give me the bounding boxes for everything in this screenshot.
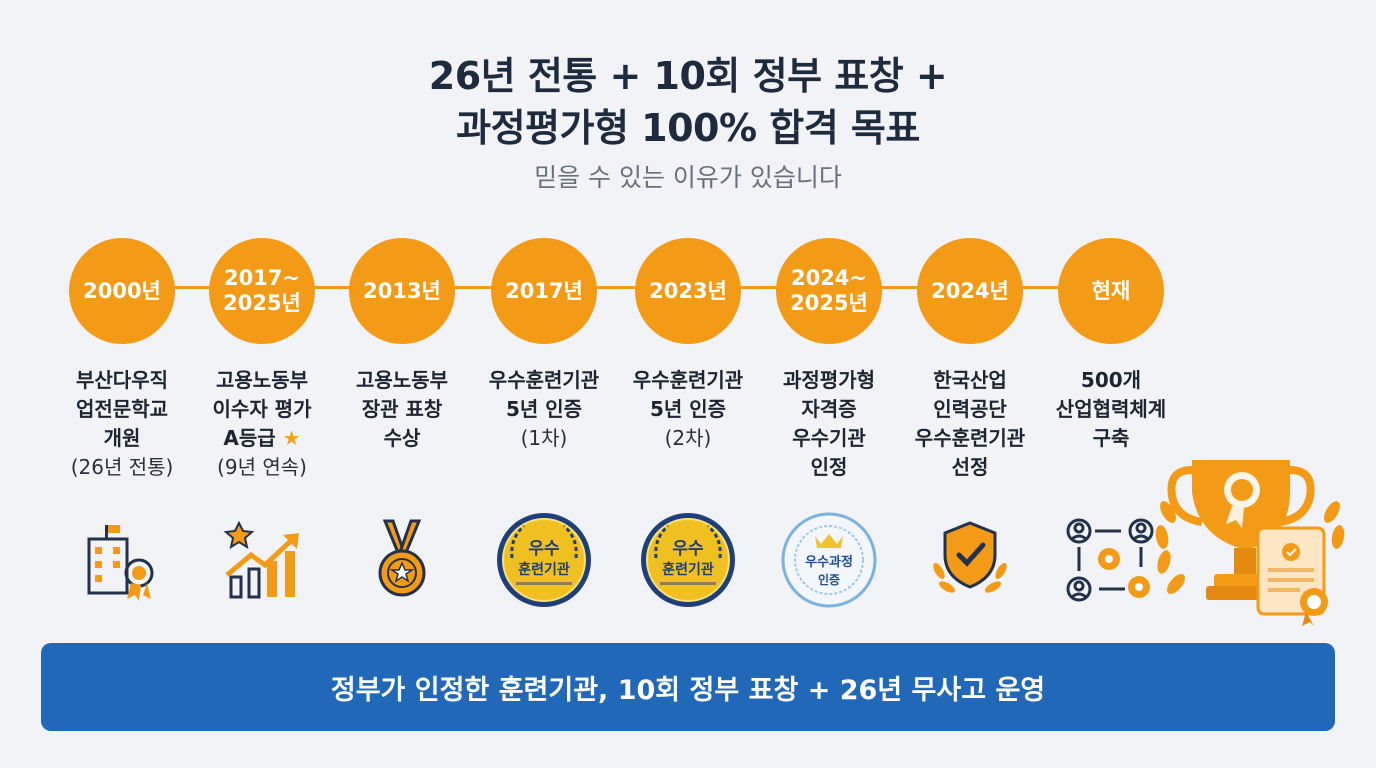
timeline-label-line: 우수훈련기관 bbox=[914, 426, 1026, 450]
timeline-grade-line: A등급 ★ bbox=[187, 424, 337, 453]
svg-text:훈련기관: 훈련기관 bbox=[662, 561, 714, 578]
timeline-label-line: 부산다우직 bbox=[76, 368, 168, 392]
star-icon: ★ bbox=[275, 426, 301, 450]
svg-text:우수: 우수 bbox=[528, 539, 560, 559]
timeline-label-line: 장관 표창 bbox=[361, 397, 443, 421]
timeline-year-badge: 2000년 bbox=[69, 238, 175, 344]
timeline-label-line: 산업협력체계 bbox=[1055, 397, 1167, 421]
timeline-label-line: 선정 bbox=[951, 455, 989, 479]
timeline-connector bbox=[120, 286, 1110, 289]
timeline-label-line: 과정평가형 bbox=[783, 368, 875, 392]
timeline-label-line: 고용노동부 bbox=[356, 368, 448, 392]
timeline-label-line: 5년 인증 bbox=[649, 397, 727, 421]
timeline-label-line: 인정 bbox=[810, 455, 848, 479]
timeline-label-line: 우수훈련기관 bbox=[632, 368, 744, 392]
svg-text:훈련기관: 훈련기관 bbox=[518, 561, 570, 578]
timeline-label: 우수훈련기관 5년 인증 (2차) bbox=[613, 366, 763, 453]
timeline-label-line: 업전문학교 bbox=[76, 397, 168, 421]
title-line-2: 과정평가형 100% 합격 목표 bbox=[456, 106, 920, 150]
trophy-certificate-icon bbox=[1155, 460, 1345, 626]
timeline-label-line: 수상 bbox=[383, 426, 421, 450]
timeline-year-badge: 2023년 bbox=[635, 238, 741, 344]
timeline-label: 우수훈련기관 5년 인증 (1차) bbox=[469, 366, 619, 453]
timeline-year-badge: 2017~ 2025년 bbox=[209, 238, 315, 344]
page-subtitle: 믿을 수 있는 이유가 있습니다 bbox=[534, 163, 842, 192]
timeline-note: (2차) bbox=[664, 426, 712, 450]
timeline-label-line: 500개 bbox=[1080, 368, 1142, 392]
timeline-note: (26년 전통) bbox=[70, 455, 174, 479]
summary-banner: 정부가 인정한 훈련기관, 10회 정부 표창 + 26년 무사고 운영 bbox=[41, 643, 1335, 731]
timeline-note: (9년 연속) bbox=[217, 455, 307, 479]
timeline-year-badge: 2024~ 2025년 bbox=[776, 238, 882, 344]
svg-text:인증: 인증 bbox=[818, 572, 840, 587]
growth-chart-icon bbox=[202, 510, 322, 610]
page-title: 26년 전통 + 10회 정부 표창 + 과정평가형 100% 합격 목표 bbox=[0, 50, 1376, 154]
industry-network-icon bbox=[1051, 510, 1171, 610]
timeline-label-line: 인력공단 bbox=[933, 397, 1007, 421]
timeline-label-line: 자격증 bbox=[801, 397, 857, 421]
timeline-label-line: 5년 인증 bbox=[505, 397, 583, 421]
timeline-label-line: 우수기관 bbox=[792, 426, 866, 450]
timeline-label-line: 고용노동부 bbox=[216, 368, 308, 392]
timeline-label-line: 구축 bbox=[1092, 426, 1130, 450]
timeline-note: (1차) bbox=[520, 426, 568, 450]
timeline-label: 고용노동부 이수자 평가 A등급 ★ (9년 연속) bbox=[187, 366, 337, 482]
svg-text:우수과정: 우수과정 bbox=[805, 554, 853, 570]
medal-icon bbox=[342, 510, 462, 610]
timeline-year-badge: 2024년 bbox=[917, 238, 1023, 344]
timeline-label-line: 우수훈련기관 bbox=[488, 368, 600, 392]
shield-check-icon bbox=[910, 510, 1030, 610]
timeline-label-line: 이수자 평가 bbox=[212, 397, 312, 421]
timeline-grade: A등급 bbox=[223, 426, 276, 450]
timeline-year-badge: 2013년 bbox=[349, 238, 455, 344]
timeline-year-badge: 현재 bbox=[1058, 238, 1164, 344]
title-line-1: 26년 전통 + 10회 정부 표창 + bbox=[428, 54, 948, 98]
svg-text:우수: 우수 bbox=[672, 539, 704, 559]
timeline-label-line: 개원 bbox=[103, 426, 141, 450]
building-award-icon bbox=[62, 510, 182, 610]
timeline-label-line: 한국산업 bbox=[933, 368, 1007, 392]
timeline-year-badge: 2017년 bbox=[491, 238, 597, 344]
